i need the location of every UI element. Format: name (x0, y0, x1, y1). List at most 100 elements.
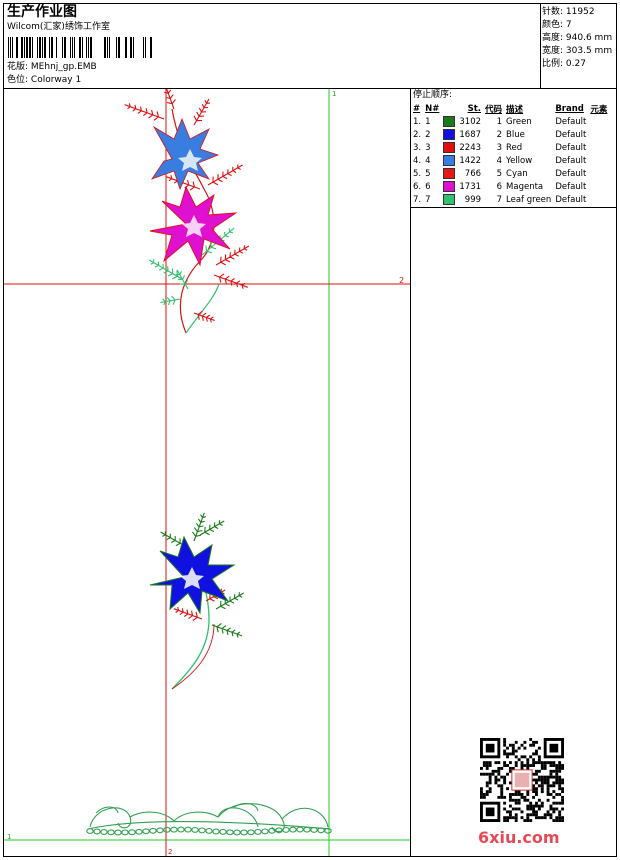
row-element (588, 141, 609, 154)
design-preview: 1 2 1 2 (4, 89, 410, 856)
fern-frond (176, 269, 189, 290)
row-n: 1 (425, 116, 431, 127)
fern-frond (148, 259, 183, 280)
bead (170, 826, 178, 833)
row-n: 6 (425, 181, 431, 192)
bead (212, 828, 220, 835)
stat-scale: 比例: 0.27 (542, 59, 586, 69)
row-swatch (441, 128, 457, 141)
bead (100, 829, 108, 835)
row-code: 1 (496, 116, 503, 127)
guide-label-h-red: 2 (399, 276, 404, 285)
row-description: Blue (506, 129, 525, 140)
row-code: 7 (496, 194, 503, 205)
stat-colors: 颜色: 7 (542, 20, 572, 30)
row-stitches: 3102 (459, 116, 482, 127)
bead (261, 828, 269, 835)
row-brand: Default (555, 181, 587, 192)
bead (128, 829, 136, 836)
fern-frond (173, 606, 203, 622)
row-index: 7. (413, 194, 422, 205)
row-swatch (441, 141, 457, 154)
row-swatch (441, 193, 457, 206)
guide-label-h-green: 1 (7, 833, 11, 841)
row-swatch (441, 167, 457, 180)
row-index: 4. (413, 155, 422, 166)
row-stitches: 2243 (459, 142, 482, 153)
bead (114, 829, 122, 836)
bead (107, 829, 115, 836)
bead (247, 829, 255, 836)
col-n: N# (425, 103, 440, 114)
col-brand: Brand (555, 103, 584, 114)
col-description: 描述 (506, 104, 524, 115)
bead (310, 826, 318, 833)
bead (233, 829, 241, 836)
worksheet-frame (3, 3, 617, 857)
fern-frond (215, 592, 244, 610)
bead (240, 829, 248, 836)
row-code: 4 (496, 155, 503, 166)
row-index: 3. (413, 142, 422, 153)
fern-frond (193, 98, 211, 126)
bead (317, 827, 325, 834)
row-n: 5 (425, 168, 431, 179)
row-stitches: 1422 (459, 155, 482, 166)
stem (171, 623, 215, 690)
fern-frond (211, 623, 243, 638)
blue-leaf (150, 117, 220, 191)
color-row: 4. 4 1422 4 Yellow Default (411, 154, 609, 167)
bead (282, 826, 290, 833)
row-code: 2 (496, 129, 503, 140)
company-name: Wilcom(汇家)绣饰工作室 (7, 22, 110, 32)
guide-label-v-red: 2 (168, 848, 172, 856)
row-code: 5 (496, 168, 503, 179)
row-brand: Default (555, 129, 587, 140)
stem (185, 283, 220, 334)
bead (289, 826, 297, 833)
row-n: 3 (425, 142, 431, 153)
fern-frond (215, 245, 250, 266)
qr-code (480, 738, 564, 822)
fern-frond (164, 89, 176, 110)
row-description: Yellow (506, 155, 533, 166)
row-description: Magenta (506, 181, 544, 192)
color-swatch (443, 116, 456, 127)
color-row: 3. 3 2243 3 Red Default (411, 141, 609, 154)
bead (191, 826, 199, 833)
fern-frond (191, 512, 207, 542)
stat-height: 高度: 940.6 mm (542, 33, 613, 43)
row-element (588, 193, 609, 206)
row-brand: Default (555, 142, 587, 153)
row-index: 1. (413, 116, 422, 127)
row-brand: Default (555, 116, 587, 127)
table-divider (410, 88, 411, 857)
row-stitches: 1731 (459, 181, 482, 192)
color-swatch (443, 168, 456, 179)
bead (205, 827, 213, 834)
color-table: # N# St. 代码 描述 Brand 元素 1. 1 3102 1 Green Def… (411, 102, 609, 206)
row-swatch (441, 154, 457, 167)
row-description: Cyan (506, 168, 528, 179)
guide-label-v-green: 1 (332, 90, 336, 98)
color-row: 7. 7 999 7 Leaf green Default (411, 193, 609, 206)
leaf-star (180, 567, 204, 589)
row-stitches: 766 (464, 168, 482, 179)
row-index: 5. (413, 168, 422, 179)
bead (135, 828, 143, 835)
bead (121, 829, 129, 836)
fern-frond (160, 295, 181, 306)
row-description: Leaf green (506, 194, 552, 205)
stats-panel: 针数: 11952 颜色: 7 高度: 940.6 mm 宽度: 303.5 m… (542, 6, 612, 71)
row-description: Red (506, 142, 523, 153)
bead (177, 826, 185, 833)
row-stitches: 999 (464, 194, 482, 205)
color-swatch (443, 142, 456, 153)
fern-frond (193, 310, 215, 323)
row-description: Green (506, 116, 532, 127)
fern-frond (213, 273, 248, 289)
row-swatch (441, 180, 457, 193)
row-element (588, 115, 609, 128)
row-brand: Default (555, 194, 587, 205)
col-index: # (413, 103, 421, 114)
